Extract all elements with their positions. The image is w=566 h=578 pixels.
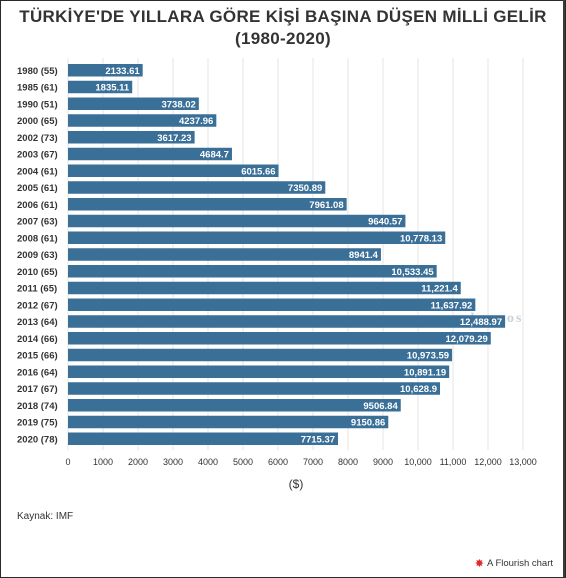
bar[interactable] bbox=[68, 164, 279, 178]
value-label: 10,891.19 bbox=[404, 367, 446, 378]
bar[interactable] bbox=[68, 114, 217, 127]
value-label: 7961.08 bbox=[309, 200, 343, 211]
category-label: 2015 (66) bbox=[17, 351, 58, 362]
category-label: 2005 (61) bbox=[17, 183, 58, 194]
category-label: 2006 (61) bbox=[17, 200, 58, 211]
x-tick-label: 11,000 bbox=[440, 457, 467, 467]
bar[interactable] bbox=[68, 248, 381, 261]
bar[interactable] bbox=[68, 348, 453, 362]
category-label: 1990 (51) bbox=[17, 99, 58, 110]
x-tick-label: 7000 bbox=[303, 457, 323, 467]
flourish-logo-icon: ✸ bbox=[474, 557, 484, 570]
category-label: 2000 (65) bbox=[17, 116, 58, 127]
category-label: 2008 (61) bbox=[17, 233, 58, 244]
value-label: 10,778.13 bbox=[400, 233, 442, 244]
value-label: 9506.84 bbox=[363, 401, 398, 412]
value-label: 7350.89 bbox=[288, 183, 322, 194]
bar[interactable] bbox=[68, 365, 450, 379]
category-label: 2012 (67) bbox=[17, 300, 58, 311]
value-label: 8941.4 bbox=[349, 250, 379, 261]
x-tick-label: 4000 bbox=[198, 457, 218, 467]
bar[interactable] bbox=[68, 147, 232, 161]
category-label: 2019 (75) bbox=[17, 418, 58, 429]
bar[interactable] bbox=[68, 332, 491, 345]
bar[interactable] bbox=[68, 198, 347, 211]
value-label: 10,533.45 bbox=[391, 267, 434, 278]
window-edge bbox=[563, 0, 565, 578]
x-tick-label: 13,000 bbox=[509, 457, 537, 467]
x-axis-label: ($) bbox=[289, 477, 304, 491]
category-label: 2003 (67) bbox=[17, 150, 58, 161]
bar[interactable] bbox=[68, 265, 437, 278]
value-label: 1835.11 bbox=[95, 83, 130, 94]
x-tick-label: 1000 bbox=[93, 457, 113, 467]
source-note: Kaynak: IMF bbox=[17, 511, 74, 522]
bar[interactable] bbox=[68, 181, 326, 194]
value-label: 11,637.92 bbox=[431, 300, 473, 311]
category-label: 2007 (63) bbox=[17, 217, 58, 228]
value-label: 2133.61 bbox=[105, 66, 140, 77]
category-label: 1980 (55) bbox=[17, 66, 58, 77]
flourish-credit-label: A Flourish chart bbox=[487, 558, 553, 569]
category-label: 2002 (73) bbox=[17, 133, 58, 144]
x-tick-label: 9000 bbox=[373, 457, 393, 467]
bar[interactable] bbox=[68, 298, 476, 312]
flourish-credit[interactable]: ✸ A Flourish chart bbox=[475, 558, 553, 569]
value-label: 6015.66 bbox=[241, 166, 275, 177]
bar[interactable] bbox=[68, 281, 461, 295]
category-label: 1985 (61) bbox=[17, 83, 58, 94]
x-tick-label: 2000 bbox=[128, 457, 148, 467]
bar[interactable] bbox=[68, 382, 441, 395]
bar[interactable] bbox=[68, 415, 389, 429]
category-label: 2010 (65) bbox=[17, 267, 58, 278]
value-label: 3617.23 bbox=[157, 133, 191, 144]
x-tick-label: 8000 bbox=[338, 457, 358, 467]
category-label: 2013 (64) bbox=[17, 317, 58, 328]
category-label: 2014 (66) bbox=[17, 334, 58, 345]
category-label: 2011 (65) bbox=[17, 284, 57, 295]
value-label: 3738.02 bbox=[161, 99, 195, 110]
value-label: 9640.57 bbox=[368, 217, 402, 228]
bar[interactable] bbox=[68, 131, 195, 144]
bar[interactable] bbox=[68, 399, 401, 412]
category-label: 2018 (74) bbox=[17, 401, 58, 412]
bar[interactable] bbox=[68, 315, 506, 328]
value-label: 4237.96 bbox=[179, 116, 213, 127]
x-tick-label: 0 bbox=[65, 457, 70, 467]
category-label: 2004 (61) bbox=[17, 166, 58, 177]
category-label: 2017 (67) bbox=[17, 384, 58, 395]
value-label: 12,079.29 bbox=[446, 334, 488, 345]
category-label: 2016 (64) bbox=[17, 367, 58, 378]
bar[interactable] bbox=[68, 97, 199, 111]
bar[interactable] bbox=[68, 231, 446, 245]
category-label: 2020 (78) bbox=[17, 434, 58, 445]
value-label: 10,973.59 bbox=[407, 351, 449, 362]
bar[interactable] bbox=[68, 64, 143, 77]
value-label: 7715.37 bbox=[301, 434, 335, 445]
x-tick-label: 5000 bbox=[233, 457, 253, 467]
value-label: 9150.86 bbox=[351, 418, 385, 429]
x-tick-label: 12,000 bbox=[474, 457, 502, 467]
value-label: 10,628.9 bbox=[400, 384, 437, 395]
bar[interactable] bbox=[68, 432, 339, 446]
category-label: 2009 (63) bbox=[17, 250, 58, 261]
x-tick-label: 6000 bbox=[268, 457, 288, 467]
bar[interactable] bbox=[68, 214, 406, 228]
x-tick-label: 10,000 bbox=[404, 457, 432, 467]
value-label: 11,221.4 bbox=[421, 284, 458, 295]
x-tick-label: 3000 bbox=[163, 457, 183, 467]
value-label: 4684.7 bbox=[200, 150, 229, 161]
value-label: 12,488.97 bbox=[460, 317, 502, 328]
chart-title: TÜRKİYE'DE YILLARA GÖRE KİŞİ BAŞINA DÜŞE… bbox=[19, 7, 547, 48]
bar[interactable] bbox=[68, 80, 133, 94]
